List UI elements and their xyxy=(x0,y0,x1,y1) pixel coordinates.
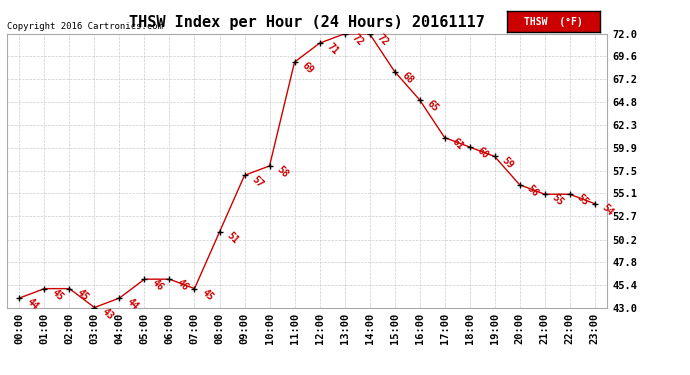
Title: THSW Index per Hour (24 Hours) 20161117: THSW Index per Hour (24 Hours) 20161117 xyxy=(129,15,485,30)
Text: 46: 46 xyxy=(150,278,166,293)
Text: 60: 60 xyxy=(475,146,491,161)
Text: 45: 45 xyxy=(50,287,66,303)
Text: 55: 55 xyxy=(575,193,591,208)
Text: 58: 58 xyxy=(275,165,290,180)
Text: 56: 56 xyxy=(525,183,540,199)
Text: 45: 45 xyxy=(75,287,90,303)
Text: 45: 45 xyxy=(200,287,215,303)
Text: Copyright 2016 Cartronics.com: Copyright 2016 Cartronics.com xyxy=(7,22,163,31)
Text: 46: 46 xyxy=(175,278,190,293)
Text: 51: 51 xyxy=(225,231,240,246)
Text: 65: 65 xyxy=(425,99,440,114)
Text: THSW  (°F): THSW (°F) xyxy=(524,16,583,27)
Text: 44: 44 xyxy=(125,297,140,312)
Text: 72: 72 xyxy=(350,32,366,48)
Text: 69: 69 xyxy=(300,61,315,76)
Text: 55: 55 xyxy=(550,193,566,208)
Text: 59: 59 xyxy=(500,155,515,171)
Text: 71: 71 xyxy=(325,42,340,57)
Text: 57: 57 xyxy=(250,174,266,189)
Text: 61: 61 xyxy=(450,136,466,152)
Text: 68: 68 xyxy=(400,70,415,86)
Text: 54: 54 xyxy=(600,202,615,217)
Text: 43: 43 xyxy=(100,306,115,321)
Text: 44: 44 xyxy=(25,297,40,312)
Text: 72: 72 xyxy=(375,32,391,48)
